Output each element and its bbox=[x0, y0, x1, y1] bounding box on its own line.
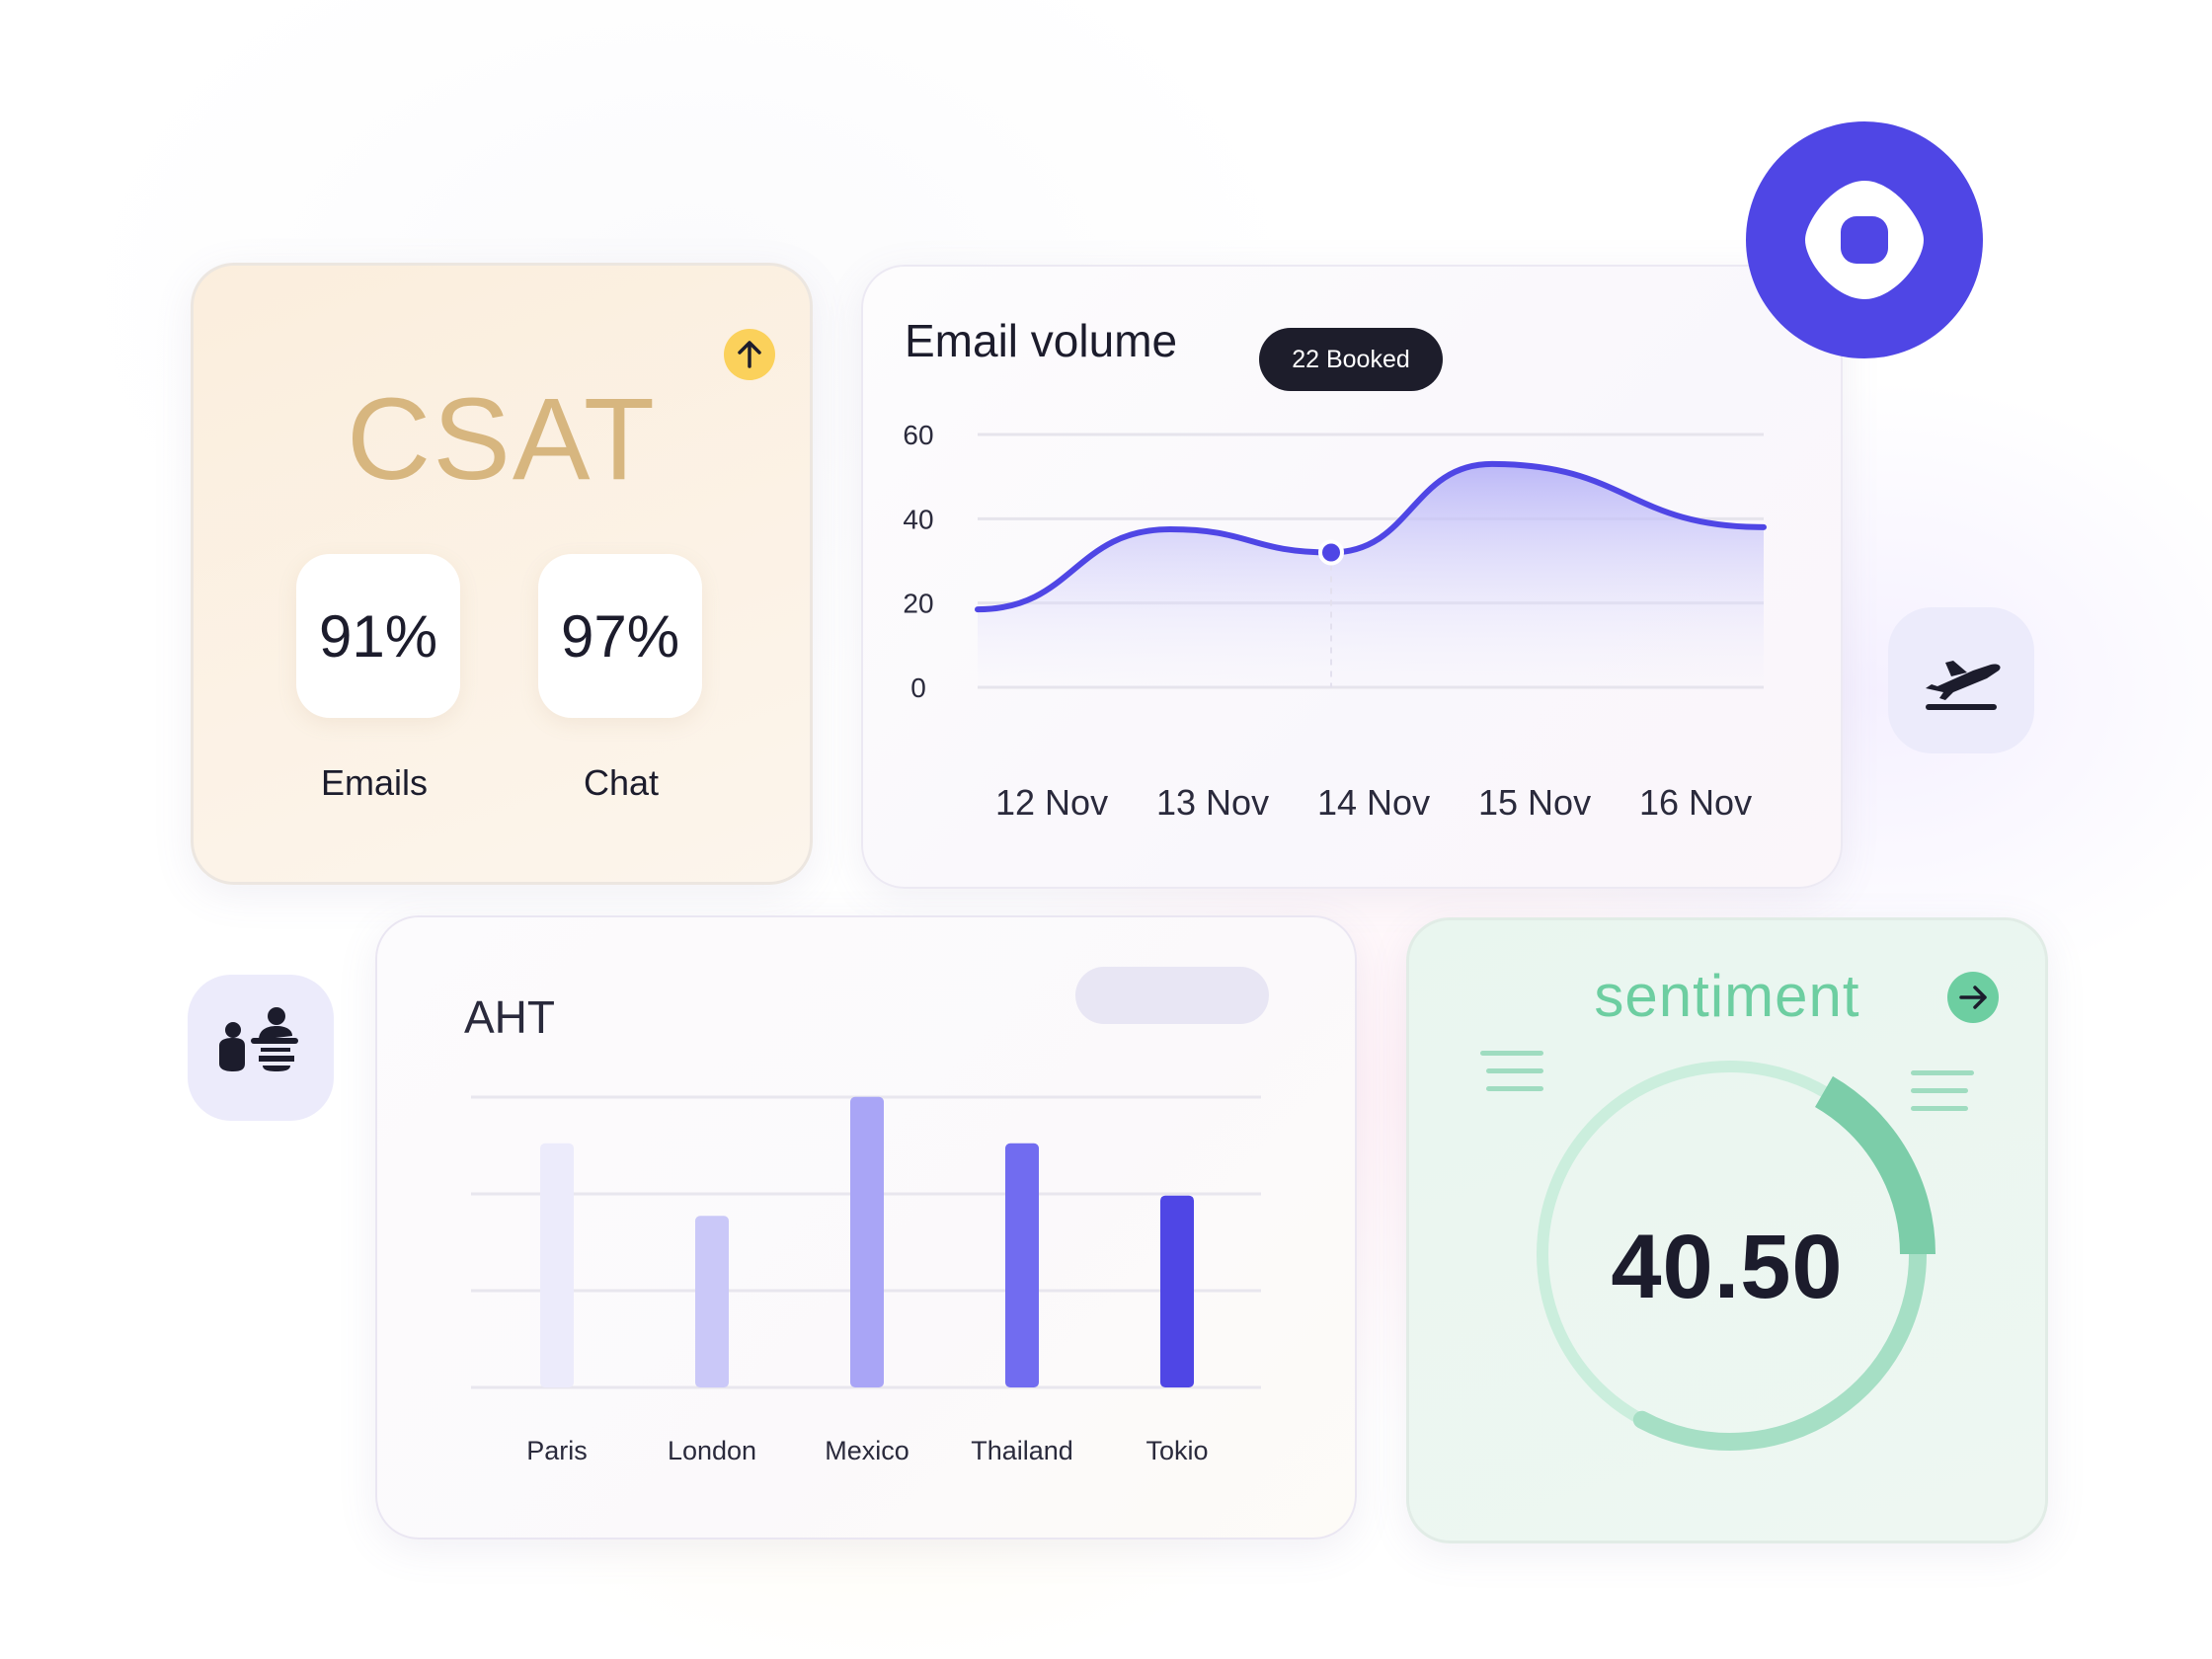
flight-button[interactable] bbox=[1888, 607, 2034, 753]
arrow-right-icon[interactable] bbox=[1947, 972, 1999, 1023]
sentiment-value: 40.50 bbox=[1611, 1217, 1844, 1317]
arrow-up-icon[interactable] bbox=[724, 329, 775, 380]
aht-bar-chart: Paris London Mexico Thailand Tokio bbox=[471, 1095, 1261, 1465]
email-volume-title: Email volume bbox=[905, 315, 1178, 366]
series-area bbox=[978, 463, 1764, 687]
left-lines-icon bbox=[1480, 1051, 1543, 1091]
gauge-arc-secondary bbox=[1632, 1228, 1927, 1451]
right-lines-icon bbox=[1911, 1070, 1974, 1111]
csat-chat-tile: 97% bbox=[538, 554, 702, 718]
email-volume-card: 0 20 40 60 12 Nov 13 Nov 14 Nov 15 Nov 16 Nov Em… bbox=[861, 265, 1843, 889]
bar-label: Mexico bbox=[825, 1436, 909, 1465]
x-tick-label: 13 Nov bbox=[1156, 782, 1269, 823]
bar-thailand bbox=[1005, 1143, 1039, 1387]
highlight-point bbox=[1318, 539, 1344, 566]
users-icon bbox=[219, 1007, 298, 1071]
bar-label: London bbox=[668, 1436, 756, 1465]
csat-chat-label: Chat bbox=[583, 762, 660, 803]
sentiment-card: sentiment 40.50 bbox=[1406, 917, 2048, 1543]
csat-title: CSAT bbox=[347, 374, 657, 505]
sentiment-title: sentiment bbox=[1594, 963, 1860, 1029]
series-line bbox=[975, 460, 1767, 613]
airplane-takeoff-icon bbox=[1926, 661, 2001, 710]
csat-emails-tile: 91% bbox=[296, 554, 460, 718]
bar-label: Tokio bbox=[1146, 1436, 1208, 1465]
csat-emails-value: 91% bbox=[318, 602, 438, 670]
gauge-arc-primary bbox=[1814, 1075, 1936, 1255]
aht-card: Paris London Mexico Thailand Tokio AHT bbox=[375, 915, 1357, 1540]
csat-card: CSAT 91% 97% Emails Chat bbox=[191, 263, 813, 885]
email-volume-chart: 0 20 40 60 12 Nov 13 Nov 14 Nov 15 Nov 16 Nov bbox=[903, 420, 1767, 823]
y-tick-label: 20 bbox=[903, 589, 933, 619]
y-tick-label: 0 bbox=[910, 672, 926, 703]
aht-title: AHT bbox=[464, 991, 555, 1043]
people-button[interactable] bbox=[188, 975, 334, 1121]
bar-label: Thailand bbox=[971, 1436, 1073, 1465]
camera-button[interactable] bbox=[1746, 121, 1983, 358]
bar-label: Paris bbox=[526, 1436, 588, 1465]
bar-mexico bbox=[850, 1096, 884, 1387]
bar-paris bbox=[540, 1143, 574, 1387]
bar-london bbox=[695, 1216, 729, 1387]
x-tick-label: 14 Nov bbox=[1317, 782, 1430, 823]
x-tick-label: 12 Nov bbox=[995, 782, 1108, 823]
csat-emails-label: Emails bbox=[320, 762, 429, 803]
x-tick-label: 16 Nov bbox=[1639, 782, 1752, 823]
x-tick-label: 15 Nov bbox=[1478, 782, 1591, 823]
bar-tokio bbox=[1160, 1195, 1194, 1387]
booked-badge[interactable]: 22 Booked bbox=[1259, 328, 1443, 391]
y-tick-label: 40 bbox=[903, 504, 933, 534]
y-tick-label: 60 bbox=[903, 420, 933, 450]
aht-filter-pill[interactable] bbox=[1075, 967, 1269, 1024]
csat-chat-value: 97% bbox=[560, 602, 680, 670]
camera-icon bbox=[1805, 181, 1924, 299]
sentiment-gauge bbox=[1537, 1061, 1936, 1451]
